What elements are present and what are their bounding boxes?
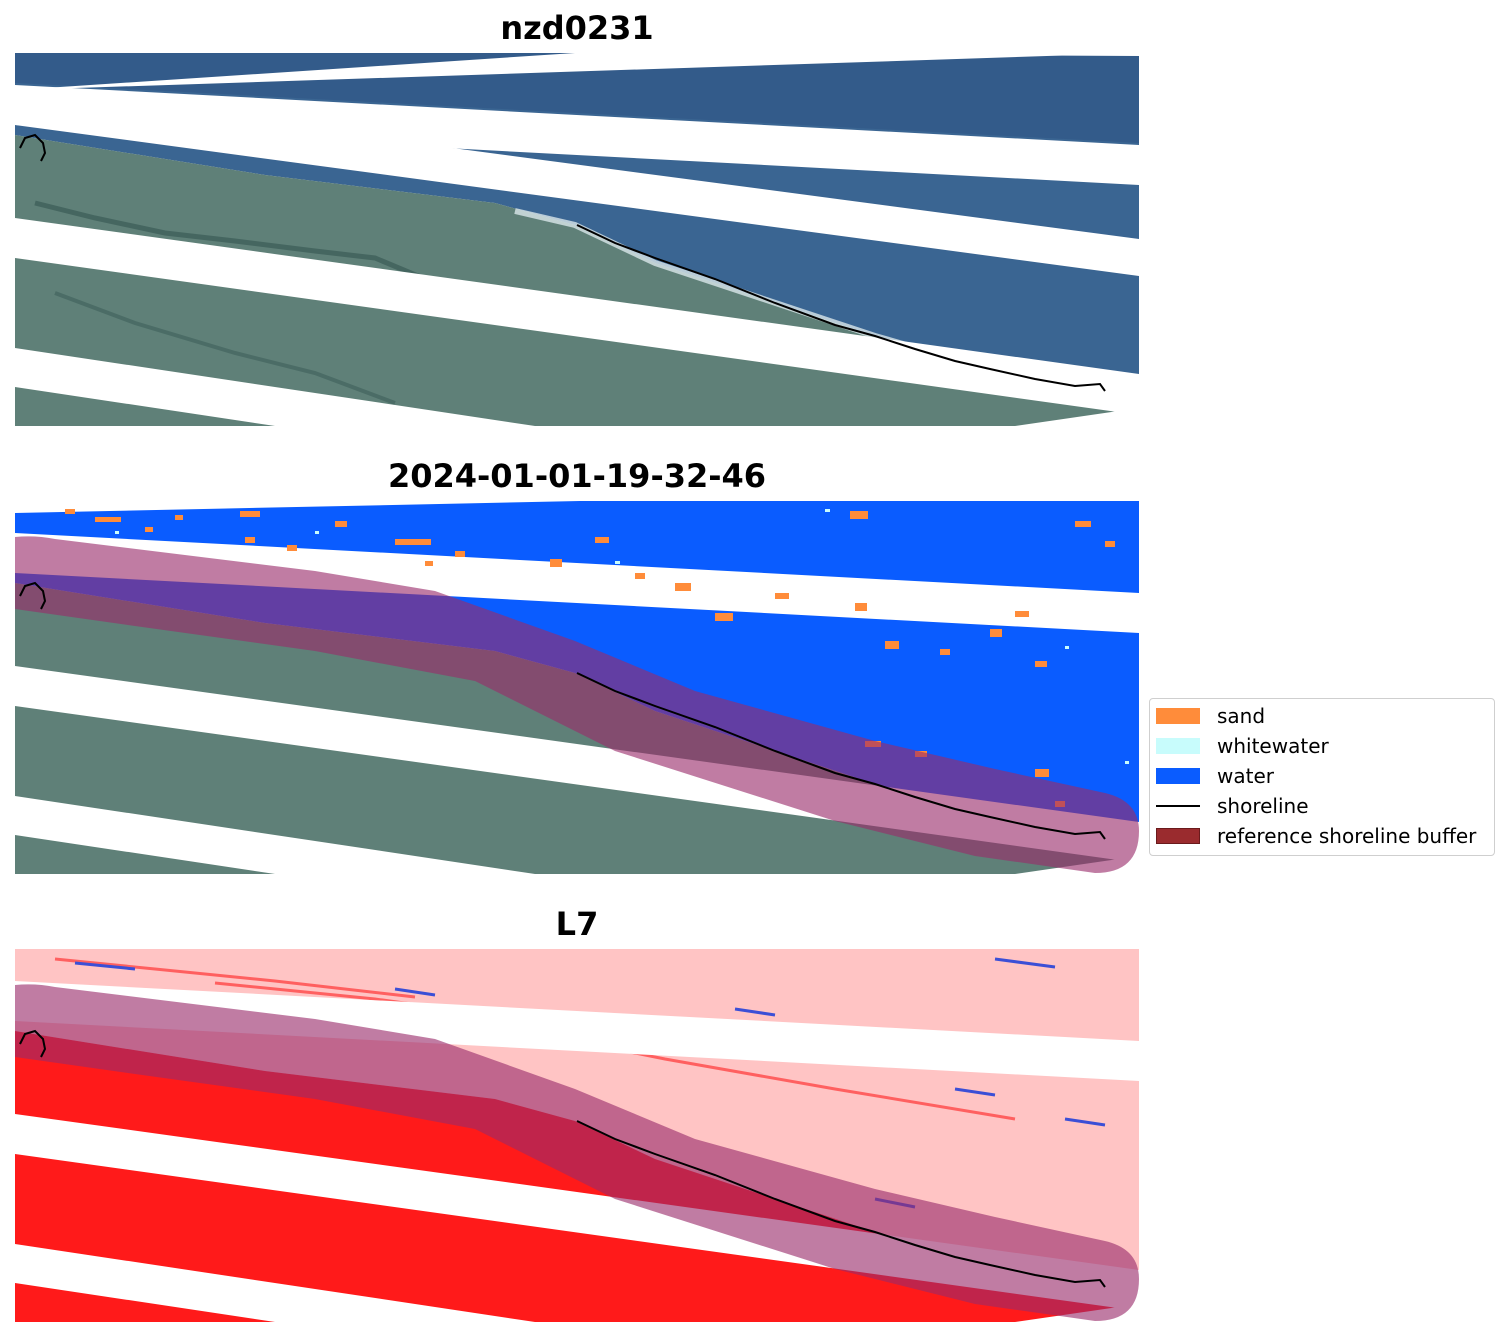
water-swatch: [1156, 768, 1200, 784]
shoreline-line: [19, 133, 47, 162]
whitewater-swatch: [1156, 738, 1200, 754]
legend-label: sand: [1217, 704, 1266, 728]
gap-stripe: [1015, 408, 1139, 426]
shoreline-line: [19, 1029, 47, 1058]
gap-stripe: [15, 218, 1139, 415]
rgb-image-panel: [15, 53, 1139, 426]
sand-swatch: [1156, 708, 1200, 724]
legend-item-sand: sand: [1156, 704, 1265, 728]
index-image-panel: [15, 949, 1139, 1322]
legend: sand whitewater water shoreline referenc…: [1149, 698, 1495, 856]
legend-item-shoreline: shoreline: [1156, 794, 1309, 818]
gap-stripe: [15, 1244, 535, 1322]
buffer-swatch: [1156, 828, 1200, 844]
legend-label: shoreline: [1217, 794, 1309, 818]
gap-stripe: [15, 53, 1139, 90]
legend-label: reference shoreline buffer: [1217, 824, 1477, 848]
gap-stripe: [15, 796, 535, 874]
legend-item-buffer: reference shoreline buffer: [1156, 824, 1476, 848]
reference-shoreline-buffer: [15, 536, 1139, 873]
shoreline-line: [576, 672, 1106, 840]
reference-shoreline-buffer: [15, 984, 1139, 1321]
legend-label: whitewater: [1217, 734, 1329, 758]
panel-title-classified: 2024-01-01-19-32-46: [387, 457, 767, 495]
shoreline-swatch: [1156, 805, 1200, 807]
legend-label: water: [1217, 764, 1274, 788]
classified-image-panel: [15, 501, 1139, 874]
legend-item-whitewater: whitewater: [1156, 734, 1329, 758]
gap-stripe: [15, 85, 1139, 185]
shoreline-line: [576, 224, 1106, 392]
panel-title-index: L7: [555, 905, 599, 943]
gap-stripe: [580, 53, 1139, 56]
shoreline-line: [576, 1120, 1106, 1288]
gap-stripe: [15, 348, 535, 426]
gap-stripe: [15, 981, 1139, 1081]
legend-item-water: water: [1156, 764, 1274, 788]
shoreline-line: [19, 581, 47, 610]
whitewater-pixels: [115, 509, 1129, 764]
panel-title-rgb: nzd0231: [500, 9, 654, 47]
gap-stripe: [15, 501, 580, 513]
